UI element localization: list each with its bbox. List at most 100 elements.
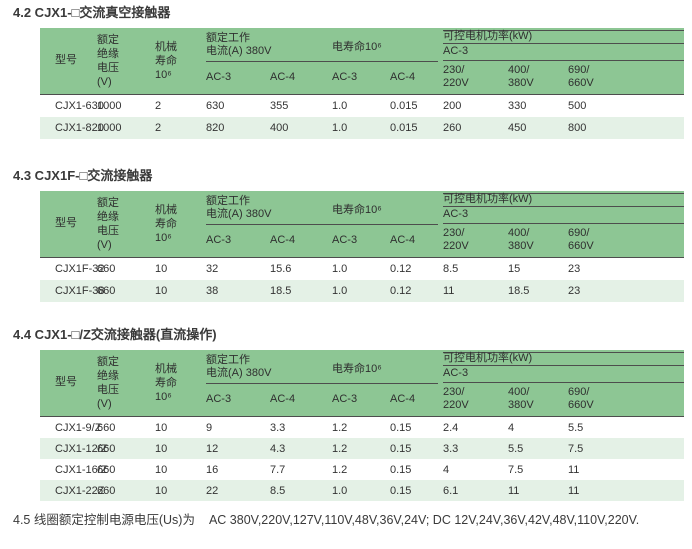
col-header-mechanical-life: 机械 寿命 10⁶ [155,204,177,244]
header-rule-current-life [206,383,438,384]
subcol-ac4-current: AC-4 [270,393,296,405]
cell-power-230v: 6.1 [443,484,459,497]
subcol-400-380v: 400/ 380V [508,227,534,252]
header-rule-power-top [443,193,684,194]
subcol-power-ac3: AC-3 [443,45,469,57]
section-title: 4.3 CJX1F-□交流接触器 [13,168,153,183]
header-rule-power-mid [443,43,684,44]
cell-power-230v: 260 [443,122,462,134]
cell-power-400v: 5.5 [508,442,524,455]
header-rule-power-top [443,352,684,353]
cell-model: CJX1-820 [55,122,104,134]
cell-ac4-current: 355 [270,100,289,112]
cell-ac3-life: 1.2 [332,463,348,476]
cell-model: CJX1-630 [55,100,104,112]
spec-table: 型号 额定 绝缘 电压 (V) 机械 寿命 10⁶ 额定工作 电流(A) 380… [40,28,684,139]
col-header-rated-working-current: 额定工作 电流(A) 380V [206,354,272,379]
cell-power-400v: 7.5 [508,463,524,476]
section-cjx1z-dc-operated-contactor: 4.4 CJX1-□/Z交流接触器(直流操作) 型号 额定 绝缘 电压 (V) … [0,327,692,501]
cell-power-400v: 330 [508,100,527,112]
cell-power-690v: 500 [568,100,587,112]
col-header-rated-working-current: 额定工作 电流(A) 380V [206,32,272,57]
header-rule-current-life [206,61,438,62]
spec-table: 型号 额定 绝缘 电压 (V) 机械 寿命 10⁶ 额定工作 电流(A) 380… [40,191,684,302]
cell-ac3-current: 22 [206,484,219,497]
header-rule-power-bottom [443,223,684,224]
col-header-electrical-life: 电寿命10⁶ [332,363,382,375]
coil-voltage-note: 4.5 线圈额定控制电源电压(Us)为 AC 380V,220V,127V,110… [13,512,685,528]
cell-model: CJX1F-32 [55,263,105,275]
subcol-ac4-current: AC-4 [270,71,296,83]
cell-insulation-voltage: 1000 [97,122,122,134]
subcol-230-220v: 230/ 220V [443,64,469,89]
cell-insulation-voltage: 660 [97,463,116,476]
cell-power-690v: 23 [568,263,581,275]
subcol-230-220v: 230/ 220V [443,227,469,252]
subcol-230-220v: 230/ 220V [443,386,469,411]
header-rule-power-mid [443,365,684,366]
cell-ac3-life: 1.0 [332,100,348,112]
cell-power-230v: 11 [443,285,455,297]
section-title: 4.2 CJX1-□交流真空接触器 [13,5,171,20]
section-cjx1-vacuum-contactor: 4.2 CJX1-□交流真空接触器 型号 额定 绝缘 电压 (V) 机械 寿命 … [0,5,692,139]
subcol-690-660v: 690/ 660V [568,227,594,252]
table-row: CJX1-9/Z 660 10 9 3.3 1.2 0.15 2.4 4 5.5 [40,417,684,438]
cell-ac4-life: 0.15 [390,463,412,476]
col-header-motor-power: 可控电机功率(kW) [443,30,533,42]
cell-ac3-life: 1.0 [332,484,348,497]
cell-model: CJX1F-38 [55,285,105,297]
subcol-power-ac3: AC-3 [443,367,469,379]
cell-model: CJX1-22Z [55,484,105,497]
subcol-ac4-life: AC-4 [390,71,416,83]
cell-power-230v: 8.5 [443,263,459,275]
col-header-electrical-life: 电寿命10⁶ [332,204,382,216]
cell-power-400v: 18.5 [508,285,530,297]
cell-power-400v: 11 [508,484,520,497]
cell-power-690v: 7.5 [568,442,584,455]
cell-ac4-current: 15.6 [270,263,292,275]
cell-power-690v: 11 [568,463,580,476]
subcol-690-660v: 690/ 660V [568,386,594,411]
table-row: CJX1F-32 660 10 32 15.6 1.0 0.12 8.5 15 … [40,258,684,280]
subcol-ac4-life: AC-4 [390,234,416,246]
cell-insulation-voltage: 660 [97,484,116,497]
table-row: CJX1-820 1000 2 820 400 1.0 0.015 260 45… [40,117,684,139]
cell-ac4-current: 4.3 [270,442,286,455]
cell-mech-life: 10 [155,463,168,476]
subcol-ac3-life: AC-3 [332,234,358,246]
subcol-400-380v: 400/ 380V [508,64,534,89]
cell-mech-life: 10 [155,484,168,497]
cell-insulation-voltage: 660 [97,421,116,434]
cell-ac3-current: 16 [206,463,219,476]
cell-ac4-life: 0.15 [390,484,412,497]
cell-model: CJX1-9/Z [55,421,102,434]
cell-power-230v: 2.4 [443,421,459,434]
cell-ac4-current: 7.7 [270,463,286,476]
col-header-model: 型号 [55,217,77,229]
cell-mech-life: 10 [155,263,168,275]
cell-ac4-life: 0.12 [390,263,412,275]
cell-model: CJX1-16/Z [55,463,108,476]
subcol-ac3-life: AC-3 [332,71,358,83]
header-rule-current-life [206,224,438,225]
subcol-ac3-current: AC-3 [206,234,232,246]
col-header-insulation-voltage: 额定 绝缘 电压 (V) [97,197,119,251]
cell-ac3-current: 12 [206,442,219,455]
subcol-ac3-current: AC-3 [206,71,232,83]
table-header: 型号 额定 绝缘 电压 (V) 机械 寿命 10⁶ 额定工作 电流(A) 380… [40,28,684,95]
col-header-motor-power: 可控电机功率(kW) [443,193,533,205]
cell-model: CJX1-12/Z [55,442,108,455]
cell-ac3-life: 1.2 [332,421,348,434]
cell-power-230v: 4 [443,463,450,476]
cell-insulation-voltage: 1000 [97,100,122,112]
cell-ac4-life: 0.15 [390,421,412,434]
cell-power-690v: 800 [568,122,587,134]
spec-table: 型号 额定 绝缘 电压 (V) 机械 寿命 10⁶ 额定工作 电流(A) 380… [40,350,684,501]
cell-power-400v: 4 [508,421,515,434]
table-row: CJX1-16/Z 660 10 16 7.7 1.2 0.15 4 7.5 1… [40,459,684,480]
cell-ac4-current: 18.5 [270,285,292,297]
table-row: CJX1-22Z 660 10 22 8.5 1.0 0.15 6.1 11 1… [40,480,684,501]
cell-ac3-current: 32 [206,263,219,275]
cell-power-230v: 3.3 [443,442,459,455]
cell-ac3-current: 820 [206,122,225,134]
